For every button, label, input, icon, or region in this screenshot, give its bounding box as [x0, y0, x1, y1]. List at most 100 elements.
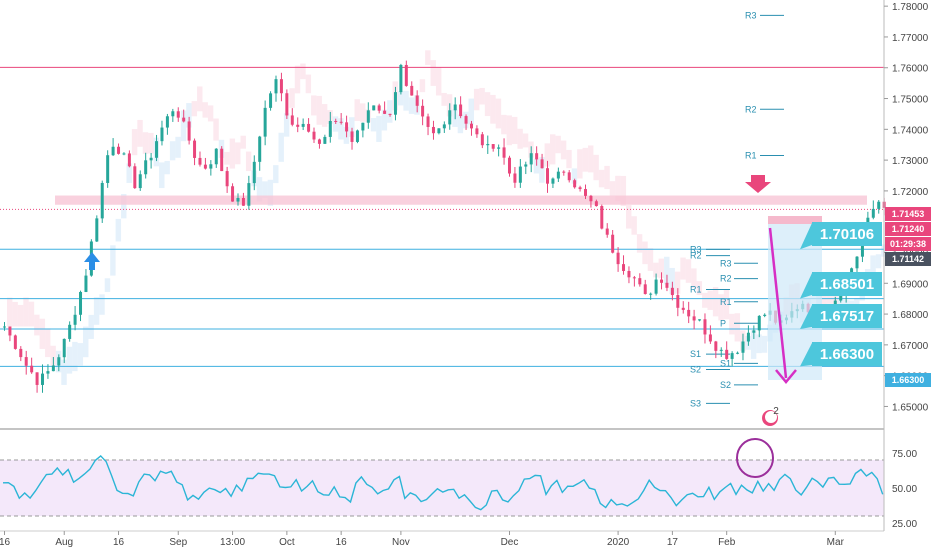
cloud-segment [72, 341, 78, 372]
candle-body [372, 105, 376, 111]
candle-body [388, 113, 392, 115]
cloud-segment [658, 258, 665, 279]
cloud-segment [691, 268, 697, 288]
cloud-segment [750, 330, 757, 359]
candle-body [589, 195, 593, 202]
candle-body [415, 95, 419, 106]
cloud-segment [674, 271, 681, 294]
price-axis-label: 1.67000 [892, 341, 929, 352]
cloud-segment [582, 147, 589, 172]
cloud-segment [115, 218, 122, 242]
candle-body [317, 139, 321, 144]
cloud-segment [875, 254, 882, 269]
candle-body [279, 79, 283, 94]
candle-body [8, 326, 12, 336]
cloud-segment [164, 160, 170, 175]
cloud-segment [403, 90, 409, 111]
candle-body [763, 314, 767, 316]
candle-body [594, 201, 598, 207]
time-axis[interactable]: 16 Aug 16 Sep 13:00 Oct 16 Nov Dec 2020 17 Feb Mar [0, 531, 845, 548]
candle-body [95, 218, 99, 242]
cloud-segment [175, 136, 181, 158]
candle-body [57, 357, 61, 366]
candle-body [442, 124, 446, 129]
cloud-segment [39, 318, 46, 349]
cloud-segment [381, 109, 388, 131]
price-axis-label: 1.76000 [892, 64, 929, 75]
price-tag [885, 207, 931, 221]
cloud-segment [473, 88, 480, 111]
cloud-segment [131, 129, 138, 156]
candle-body [312, 131, 316, 140]
cloud-segment [7, 297, 13, 327]
price-tag-label: 1.66300 [892, 375, 925, 385]
candle-body [399, 64, 403, 93]
cloud-segment [756, 334, 762, 354]
pivot-label: R2 [745, 104, 757, 114]
candle-body [708, 334, 712, 342]
candle-body [632, 277, 636, 279]
cloud-segment [349, 117, 355, 137]
candle-body [757, 315, 761, 331]
candle-body [3, 326, 6, 328]
candle-body [393, 92, 397, 115]
cloud-segment [620, 175, 627, 207]
candle-body [855, 256, 859, 269]
price-tag-label: 1.71142 [892, 254, 924, 264]
pivot-label: R1 [720, 297, 732, 307]
candle-body [524, 164, 528, 167]
pivot-label: R3 [745, 10, 757, 20]
annotations: 1.70106 1.68501 1.67517 1.66300 2 [84, 175, 882, 426]
candle-body [660, 279, 664, 283]
cloud-segment [517, 128, 523, 149]
candle-body [19, 348, 23, 358]
cloud-segment [305, 74, 312, 94]
callout-box [812, 304, 882, 328]
pivot-label: R3 [690, 244, 702, 254]
time-axis-label: 2020 [607, 537, 630, 548]
cloud-segment [110, 245, 116, 276]
cloud-segment [490, 94, 496, 124]
candle-body [171, 111, 175, 117]
callout-label: 1.67517 [820, 308, 874, 325]
cloud-segment [267, 179, 274, 206]
cloud-segment [169, 141, 176, 161]
cloud-segment [664, 256, 670, 285]
candle-body [24, 357, 28, 366]
candle-body [567, 172, 571, 181]
cloud-segment [77, 343, 84, 366]
candle-body [193, 140, 197, 158]
price-tag-label: 1.71240 [892, 224, 925, 234]
price-axis[interactable]: 1.78000 1.77000 1.76000 1.75000 1.74000 1.730… [883, 0, 931, 531]
cloud-segment [50, 345, 56, 366]
cloud-segment [821, 293, 827, 310]
cloud-segment [544, 143, 550, 167]
pivot-label: S2 [690, 364, 701, 374]
cloud-segment [430, 60, 436, 86]
candle-body [79, 291, 83, 315]
alert-badge-count: 2 [773, 406, 779, 417]
candle-body [111, 146, 115, 156]
candle-body [518, 166, 522, 183]
cloud-segment [256, 177, 263, 202]
time-axis-label: 17 [667, 537, 679, 548]
cloud-segment [121, 194, 127, 219]
candle-body [30, 365, 34, 373]
cloud-segment [213, 118, 219, 141]
time-axis-label: 16 [113, 537, 125, 548]
cloud-segment [609, 181, 616, 196]
price-axis-label: 1.75000 [892, 95, 929, 106]
candle-body [366, 110, 370, 123]
cloud-segment [669, 267, 675, 294]
callout-pointer [800, 273, 812, 299]
cloud-segment [273, 165, 279, 184]
candle-body [551, 178, 555, 184]
time-axis-label: Feb [718, 537, 736, 548]
candle-body [871, 208, 875, 218]
candle-body [529, 153, 533, 165]
cloud-segment [300, 63, 306, 80]
candle-body [62, 338, 66, 358]
cloud-segment [495, 98, 502, 129]
candle-body [459, 104, 463, 117]
